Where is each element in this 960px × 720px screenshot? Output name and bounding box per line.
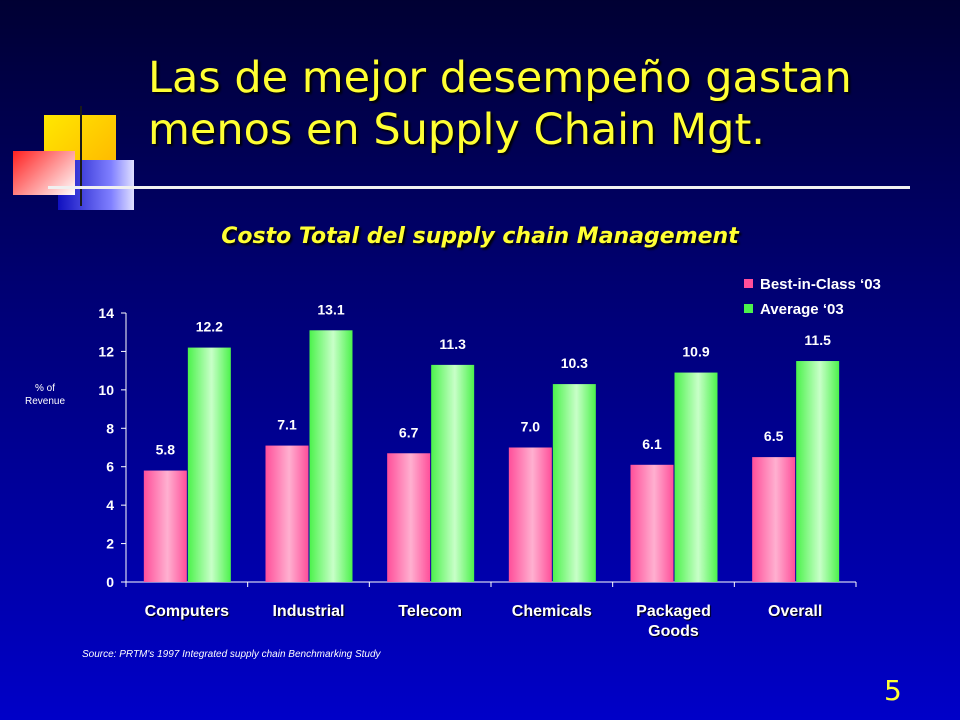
y-tick-label: 0 xyxy=(106,574,114,590)
data-label: 11.3 xyxy=(439,336,466,352)
legend-swatch xyxy=(744,279,753,288)
chart-axes: 0 2 4 6 8 10 12 14 % of Revenue xyxy=(25,305,857,590)
y-tick-label: 6 xyxy=(106,459,114,475)
chart-bars xyxy=(143,330,840,582)
y-tick-label: 8 xyxy=(106,420,114,436)
slide-title-line-2: menos en Supply Chain Mgt. xyxy=(148,105,765,155)
chart-subtitle: Costo Total del supply chain Management xyxy=(221,224,739,249)
bar-best xyxy=(143,470,187,582)
source-note: Source: PRTM's 1997 Integrated supply ch… xyxy=(82,649,381,660)
slide-title-line-1: Las de mejor desempeño gastan xyxy=(148,53,852,103)
bar-chart: Best-in-Class ‘03 Average ‘03 0 2 4 6 8 10 12 14… xyxy=(25,276,881,640)
bar-best xyxy=(508,447,552,582)
y-tick-label: 14 xyxy=(98,305,114,321)
data-label: 6.7 xyxy=(399,424,419,440)
legend-label: Average ‘03 xyxy=(760,301,844,318)
data-label: 10.9 xyxy=(682,344,709,360)
bar-average xyxy=(796,361,840,582)
bar-average xyxy=(674,372,718,582)
data-label: 6.5 xyxy=(764,428,784,444)
page-number: 5 xyxy=(884,674,902,707)
bar-average xyxy=(187,347,231,582)
data-label: 10.3 xyxy=(561,355,588,371)
y-tick-label: 10 xyxy=(98,382,114,398)
x-tick-label: Computers xyxy=(145,603,230,620)
bar-best xyxy=(752,457,796,582)
y-tick-label: 4 xyxy=(106,497,114,513)
legend-label: Best-in-Class ‘03 xyxy=(760,276,881,293)
data-label: 12.2 xyxy=(196,319,223,335)
bar-average xyxy=(552,384,596,582)
data-label: 6.1 xyxy=(642,436,662,452)
data-label: 13.1 xyxy=(317,301,344,317)
y-axis-label: % of xyxy=(35,383,55,394)
bar-best xyxy=(630,464,674,582)
bar-best xyxy=(265,445,309,582)
y-tick-label: 2 xyxy=(106,536,114,552)
bar-best xyxy=(387,453,431,582)
bar-average xyxy=(431,364,475,582)
y-tick-label: 12 xyxy=(98,343,114,359)
logo-vertical-line xyxy=(80,106,82,206)
data-label: 5.8 xyxy=(156,442,176,458)
chart-legend: Best-in-Class ‘03 Average ‘03 xyxy=(744,276,881,318)
x-tick-label: Industrial xyxy=(272,603,344,620)
data-label: 7.0 xyxy=(521,419,541,435)
x-tick-label: Goods xyxy=(648,623,699,640)
x-tick-label: Telecom xyxy=(398,603,462,620)
bar-average xyxy=(309,330,353,582)
legend-swatch xyxy=(744,304,753,313)
x-tick-label: Chemicals xyxy=(512,603,592,620)
data-label: 7.1 xyxy=(277,417,297,433)
x-tick-label: Packaged xyxy=(636,603,711,620)
chart-labels: 5.8 12.2 Computers 7.1 13.1 Industrial 6.7 11.3… xyxy=(145,301,832,640)
title-underline xyxy=(48,186,910,189)
x-tick-label: Overall xyxy=(768,603,822,620)
slide-title: Las de mejor desempeño gastan menos en S… xyxy=(148,52,928,156)
y-axis-label: Revenue xyxy=(25,396,65,407)
data-label: 11.5 xyxy=(804,332,831,348)
